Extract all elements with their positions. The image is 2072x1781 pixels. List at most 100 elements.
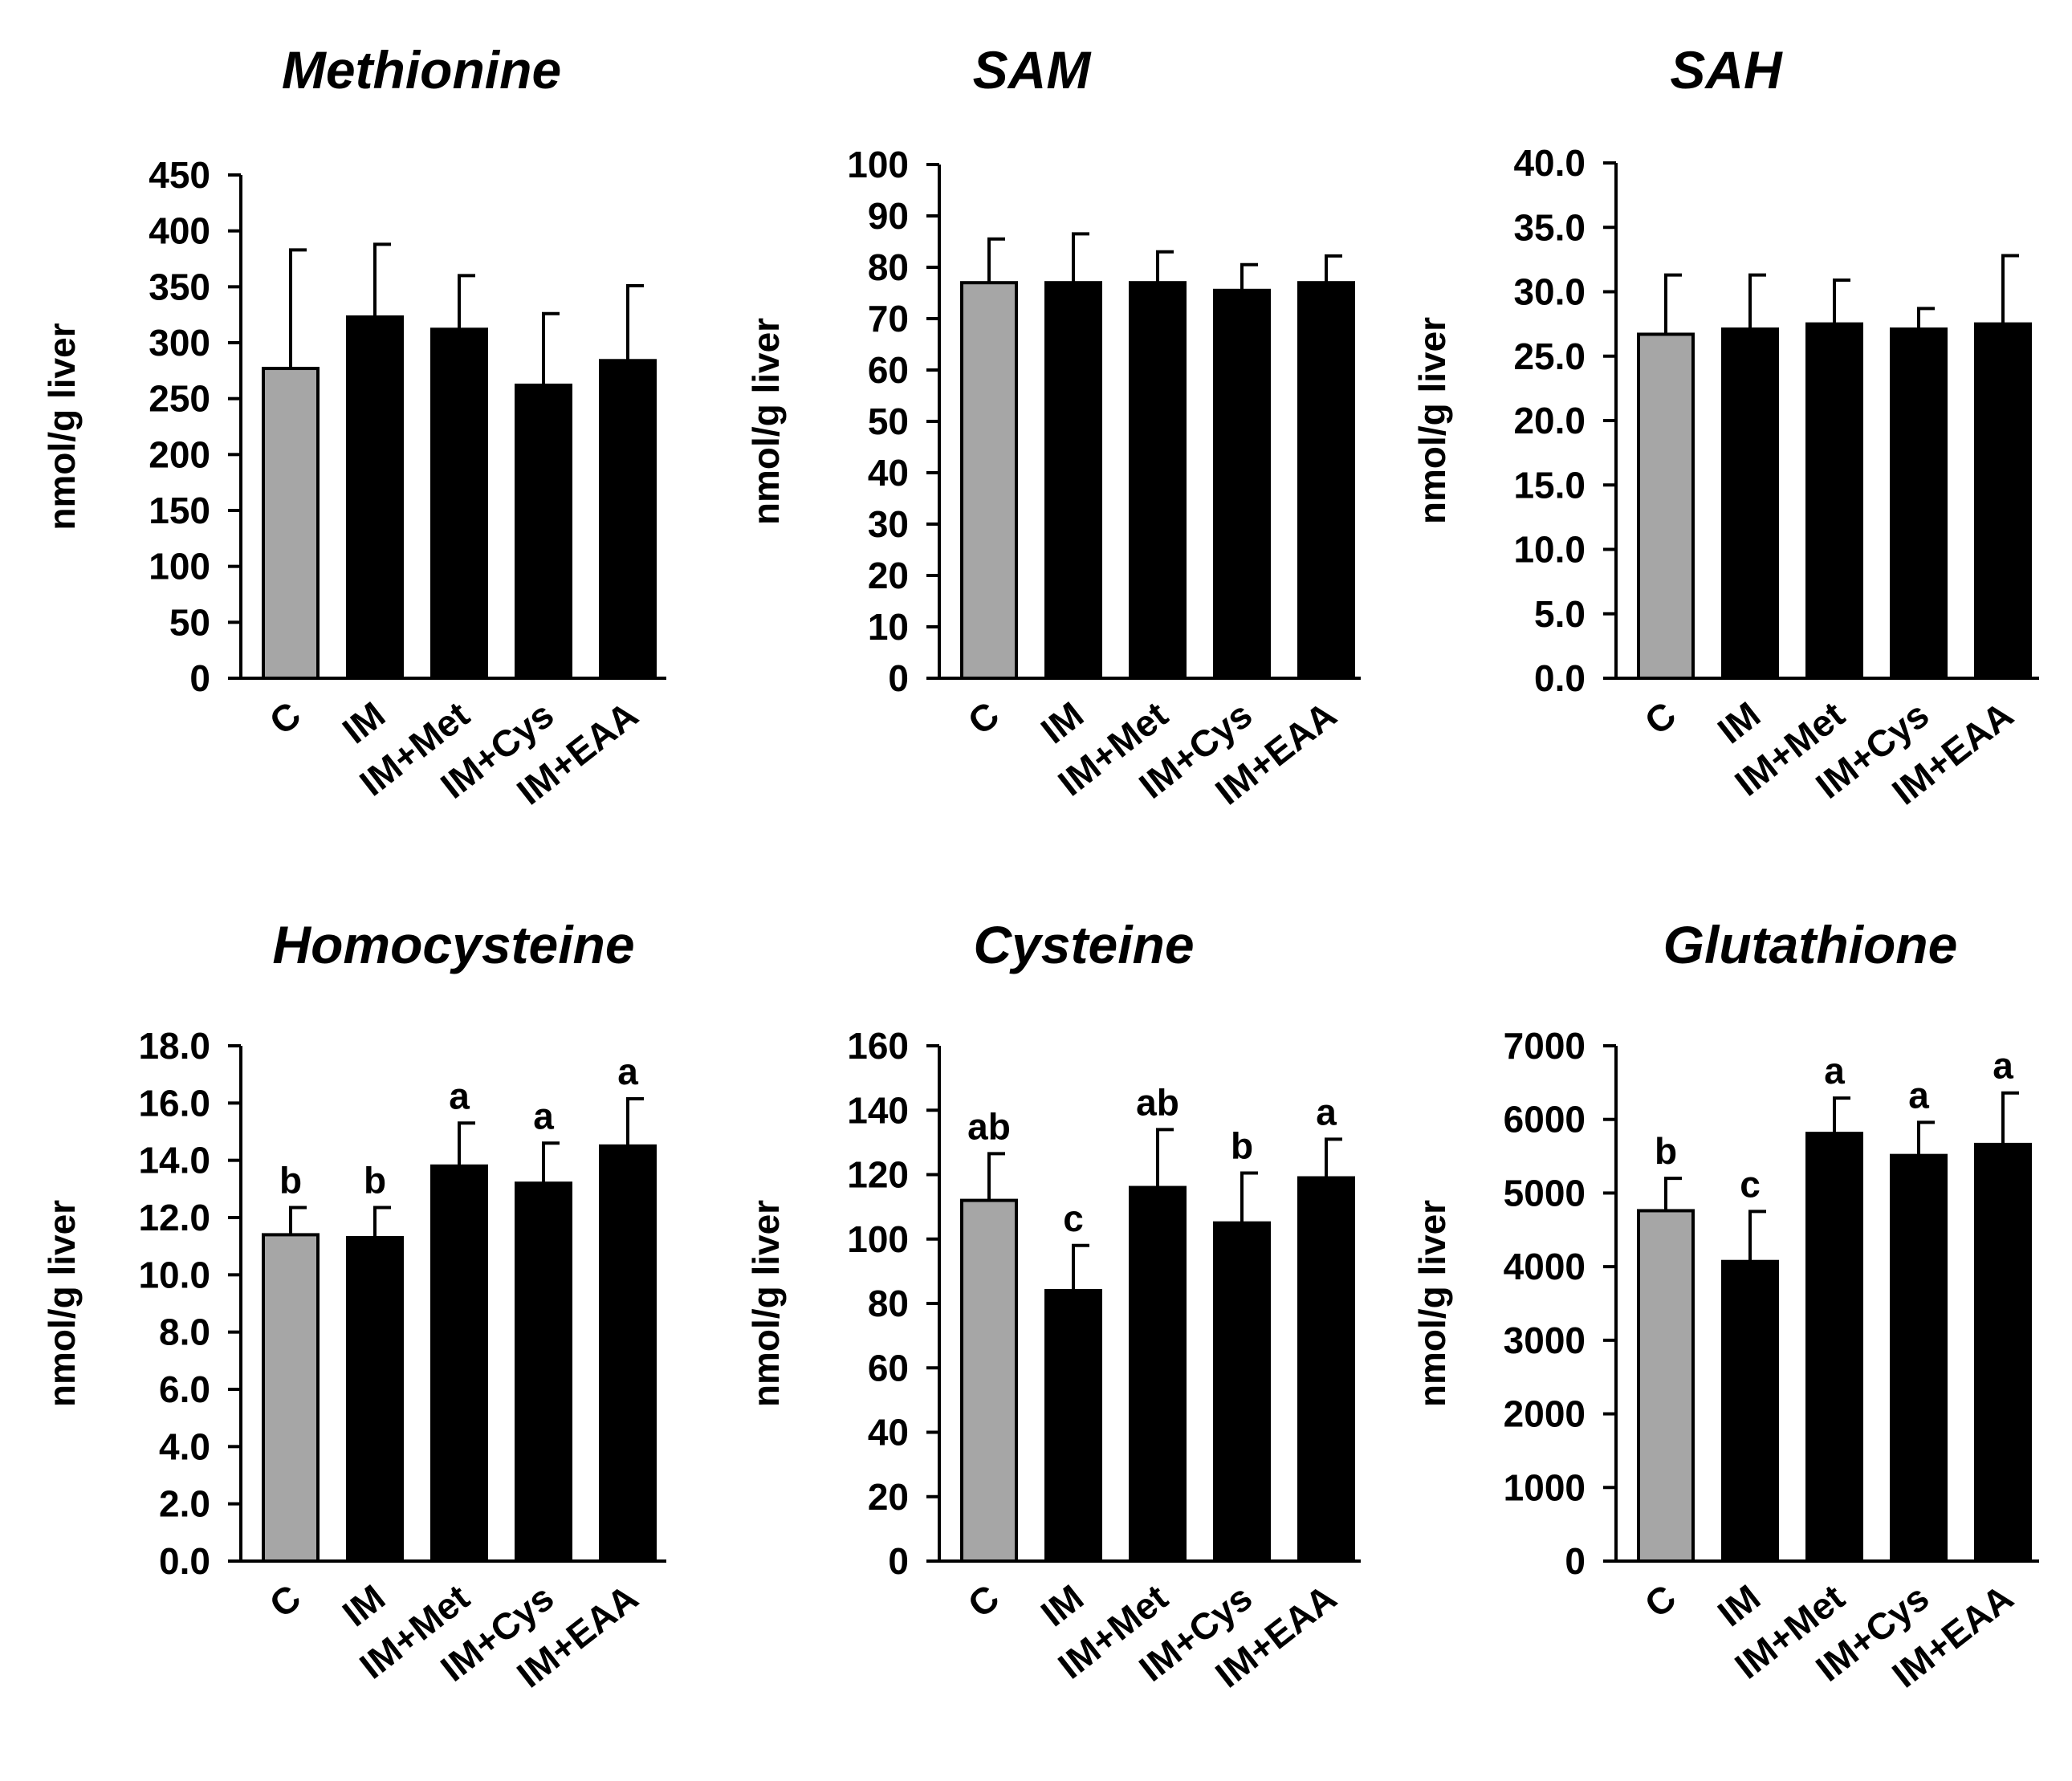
significance-label-im-eaa: a <box>617 1051 638 1092</box>
bar-im <box>346 315 404 680</box>
y-tick-label: 160 <box>847 1025 909 1067</box>
y-tick-label: 100 <box>847 144 909 185</box>
chart-title: SAM <box>973 40 1093 100</box>
chart-panel-sah: SAH nmol/g liver 0.0 5.0 10.0 15.0 20.0 25.0 30.… <box>1411 40 2039 813</box>
y-tick-label: 0 <box>888 657 909 699</box>
y-tick-label: 18.0 <box>138 1025 210 1067</box>
x-category-label-c: C <box>960 693 1007 742</box>
y-tick-label: 10 <box>868 606 909 648</box>
y-tick-label: 50 <box>169 601 210 643</box>
y-axis-label: nmol/g liver <box>41 323 83 530</box>
y-tick-label: 140 <box>847 1089 909 1131</box>
y-tick-label: 4.0 <box>159 1425 210 1467</box>
chart-title: Glutathione <box>1663 915 1958 974</box>
y-tick-label: 15.0 <box>1513 464 1586 506</box>
significance-label-im-cys: a <box>533 1095 554 1137</box>
bar-c <box>1637 332 1695 680</box>
bar-im-eaa <box>1974 322 2032 680</box>
chart-panel-homocysteine: Homocysteine nmol/g liver 0.0 2.0 4.0 6.0 8.0 1… <box>41 915 666 1696</box>
bar-im-eaa <box>599 1144 657 1563</box>
bar-im-met <box>1805 322 1863 680</box>
y-tick-label: 50 <box>868 401 909 442</box>
y-tick-label: 7000 <box>1504 1025 1586 1067</box>
y-tick-label: 60 <box>868 349 909 391</box>
bar-im-met <box>1129 281 1187 680</box>
y-tick-label: 20 <box>868 555 909 596</box>
bar-im-cys <box>515 1181 572 1563</box>
x-category-label-im: IM <box>1033 693 1091 751</box>
y-tick-label: 300 <box>149 322 210 364</box>
y-axis-label: nmol/g liver <box>745 1200 787 1407</box>
y-tick-label: 100 <box>149 546 210 588</box>
chart-panel-sam: SAM nmol/g liver 0 10 20 30 40 50 60 70 80 90 100 C IM… <box>745 40 1361 813</box>
y-tick-label: 12.0 <box>138 1197 210 1238</box>
y-tick-label: 80 <box>868 1283 909 1324</box>
y-tick-label: 25.0 <box>1513 335 1586 377</box>
chart-title: SAH <box>1670 40 1783 100</box>
bar-im-met <box>430 327 488 680</box>
y-tick-label: 40 <box>868 452 909 494</box>
bar-c <box>960 281 1018 680</box>
bar-c <box>262 367 320 680</box>
y-tick-label: 20.0 <box>1513 400 1586 441</box>
chart-panel-cysteine: Cysteine nmol/g liver 0 20 40 60 80 100 120 140 16… <box>745 915 1361 1696</box>
significance-label-im-met: a <box>1824 1050 1845 1092</box>
y-tick-label: 1000 <box>1504 1466 1586 1508</box>
y-tick-label: 10.0 <box>1513 529 1586 571</box>
y-axis-label: nmol/g liver <box>745 318 787 525</box>
y-tick-label: 10.0 <box>138 1254 210 1295</box>
bar-im <box>1044 1288 1102 1563</box>
significance-label-im-met: ab <box>1136 1081 1179 1123</box>
y-tick-label: 8.0 <box>159 1311 210 1353</box>
y-tick-label: 60 <box>868 1347 909 1389</box>
chart-panel-glutathione: Glutathione nmol/g liver 0 1000 2000 3000 4000… <box>1411 915 2039 1696</box>
y-tick-label: 80 <box>868 246 909 288</box>
y-tick-label: 20 <box>868 1476 909 1518</box>
y-tick-label: 4000 <box>1504 1246 1586 1287</box>
y-tick-label: 0.0 <box>1534 657 1586 699</box>
x-category-label-im: IM <box>1033 1576 1091 1634</box>
x-category-label-c: C <box>960 1576 1007 1625</box>
bar-im-met <box>1129 1185 1187 1563</box>
chart-title: Homocysteine <box>272 915 634 974</box>
significance-label-im-cys: a <box>1908 1074 1929 1116</box>
bar-c <box>1637 1209 1695 1563</box>
y-tick-label: 35.0 <box>1513 206 1586 248</box>
chart-title: Cysteine <box>973 915 1194 974</box>
significance-label-im-eaa: a <box>1993 1045 2013 1087</box>
y-tick-label: 6000 <box>1504 1099 1586 1141</box>
bar-c <box>960 1198 1018 1563</box>
x-category-label-im: IM <box>1710 1576 1768 1634</box>
bar-im-eaa <box>1297 1176 1355 1563</box>
y-tick-label: 16.0 <box>138 1082 210 1124</box>
y-tick-label: 0 <box>189 657 210 699</box>
y-tick-label: 0 <box>1565 1540 1586 1582</box>
y-tick-label: 14.0 <box>138 1140 210 1181</box>
y-axis-label: nmol/g liver <box>1411 317 1453 524</box>
y-tick-label: 30 <box>868 503 909 545</box>
y-tick-label: 0 <box>888 1540 909 1582</box>
bar-im <box>1721 327 1779 680</box>
significance-label-im-cys: b <box>1231 1124 1253 1166</box>
chart-panel-methionine: Methionine nmol/g liver 0 50 100 150 200 250 300… <box>41 40 666 813</box>
bar-im-met <box>430 1164 488 1563</box>
x-category-label-c: C <box>262 1576 308 1625</box>
chart-title: Methionine <box>282 40 561 100</box>
y-tick-label: 400 <box>149 210 210 252</box>
bar-im-eaa <box>599 359 657 680</box>
y-tick-label: 5000 <box>1504 1172 1586 1214</box>
x-category-label-im: IM <box>1710 693 1768 751</box>
y-axis-label: nmol/g liver <box>1411 1200 1453 1407</box>
y-tick-label: 5.0 <box>1534 593 1586 635</box>
bar-im <box>1721 1259 1779 1563</box>
bar-im-met <box>1805 1132 1863 1563</box>
significance-label-im-met: a <box>449 1075 470 1116</box>
bar-im <box>346 1235 404 1563</box>
significance-label-im: c <box>1740 1163 1761 1205</box>
y-tick-label: 3000 <box>1504 1319 1586 1361</box>
x-category-label-im: IM <box>335 1576 393 1634</box>
bar-im-cys <box>1890 1153 1948 1563</box>
bar-im-cys <box>1213 1221 1271 1563</box>
x-category-label-c: C <box>262 693 308 742</box>
y-tick-label: 120 <box>847 1154 909 1196</box>
